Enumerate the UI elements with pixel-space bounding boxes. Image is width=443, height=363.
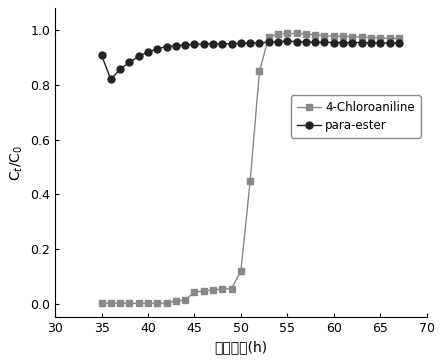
para-ester — [368, 41, 373, 45]
para-ester — [183, 43, 188, 47]
para-ester — [294, 40, 299, 44]
4-Chloroaniline — [117, 301, 123, 306]
4-Chloroaniline — [294, 31, 299, 36]
para-ester — [248, 41, 253, 45]
4-Chloroaniline — [331, 34, 336, 38]
Line: 4-Chloroaniline: 4-Chloroaniline — [98, 30, 402, 306]
para-ester — [201, 42, 206, 46]
4-Chloroaniline — [257, 69, 262, 73]
para-ester — [155, 46, 160, 51]
para-ester — [238, 41, 244, 45]
4-Chloroaniline — [127, 301, 132, 306]
4-Chloroaniline — [220, 287, 225, 291]
4-Chloroaniline — [322, 33, 327, 38]
para-ester — [210, 42, 216, 46]
para-ester — [377, 41, 383, 45]
4-Chloroaniline — [145, 301, 151, 306]
para-ester — [359, 40, 364, 45]
para-ester — [192, 42, 197, 46]
4-Chloroaniline — [340, 34, 346, 38]
4-Chloroaniline — [136, 301, 141, 306]
Legend: 4-Chloroaniline, para-ester: 4-Chloroaniline, para-ester — [291, 95, 421, 138]
Line: para-ester: para-ester — [98, 38, 402, 83]
para-ester — [220, 42, 225, 46]
4-Chloroaniline — [276, 32, 281, 37]
Y-axis label: C$_t$/C$_0$: C$_t$/C$_0$ — [8, 145, 25, 181]
4-Chloroaniline — [108, 301, 113, 306]
para-ester — [396, 41, 401, 45]
4-Chloroaniline — [238, 269, 244, 273]
para-ester — [257, 41, 262, 45]
4-Chloroaniline — [173, 299, 179, 303]
para-ester — [313, 40, 318, 44]
4-Chloroaniline — [201, 289, 206, 293]
para-ester — [108, 77, 113, 82]
4-Chloroaniline — [248, 178, 253, 183]
para-ester — [350, 40, 355, 45]
X-axis label: 吸附时间(h): 吸附时间(h) — [214, 340, 268, 355]
para-ester — [136, 54, 141, 58]
4-Chloroaniline — [396, 36, 401, 41]
4-Chloroaniline — [303, 32, 309, 36]
para-ester — [164, 44, 169, 49]
4-Chloroaniline — [387, 36, 392, 41]
para-ester — [99, 53, 104, 57]
4-Chloroaniline — [155, 301, 160, 306]
para-ester — [276, 40, 281, 44]
para-ester — [145, 50, 151, 54]
4-Chloroaniline — [229, 286, 234, 291]
4-Chloroaniline — [183, 298, 188, 302]
para-ester — [285, 39, 290, 43]
para-ester — [117, 67, 123, 71]
4-Chloroaniline — [350, 34, 355, 39]
4-Chloroaniline — [313, 33, 318, 37]
4-Chloroaniline — [285, 31, 290, 36]
para-ester — [266, 40, 272, 44]
4-Chloroaniline — [210, 288, 216, 292]
4-Chloroaniline — [377, 36, 383, 40]
4-Chloroaniline — [99, 301, 104, 306]
4-Chloroaniline — [359, 35, 364, 39]
para-ester — [173, 43, 179, 48]
para-ester — [322, 40, 327, 44]
para-ester — [303, 40, 309, 44]
para-ester — [331, 40, 336, 45]
4-Chloroaniline — [368, 36, 373, 40]
para-ester — [387, 41, 392, 45]
4-Chloroaniline — [164, 301, 169, 305]
4-Chloroaniline — [192, 290, 197, 294]
para-ester — [229, 41, 234, 46]
4-Chloroaniline — [266, 35, 272, 39]
para-ester — [127, 60, 132, 65]
para-ester — [340, 40, 346, 45]
